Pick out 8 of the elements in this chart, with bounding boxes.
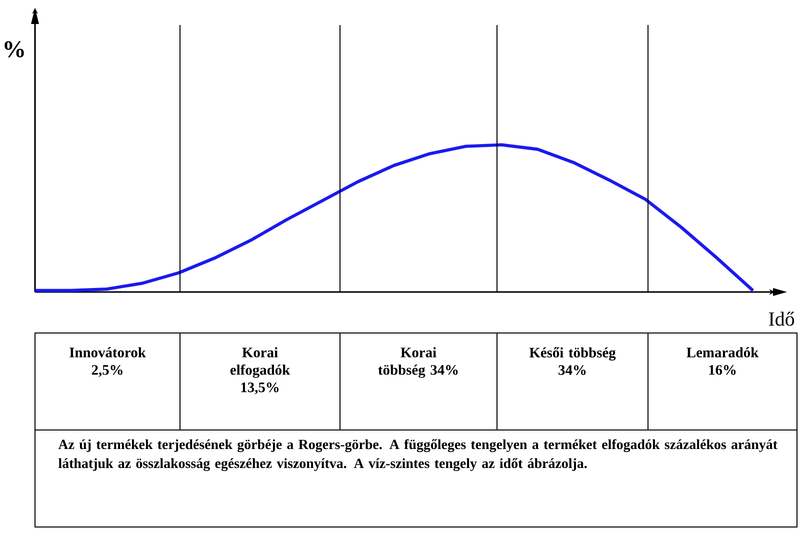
text: Korai elfogadók 13,5% — [230, 347, 290, 394]
text: Az új termékek terjedésének görbéje a Rogers-görbe. A függőleges tengelyen a terméket elfogadók százalékos arányát láthatjuk az összlakosság egészéhez viszonyítva. A víz-szintes tengely az időt ábrázolja. — [58, 439, 778, 472]
text: Korai többség 34% — [378, 347, 458, 378]
text: Innovátorok 2,5% — [70, 347, 146, 377]
text: Lemaradók 16% — [686, 347, 759, 375]
text: Késői többség 34% — [529, 347, 616, 375]
y-axis-title: % — [4, 41, 24, 58]
x-axis-title: Idő — [768, 312, 794, 326]
